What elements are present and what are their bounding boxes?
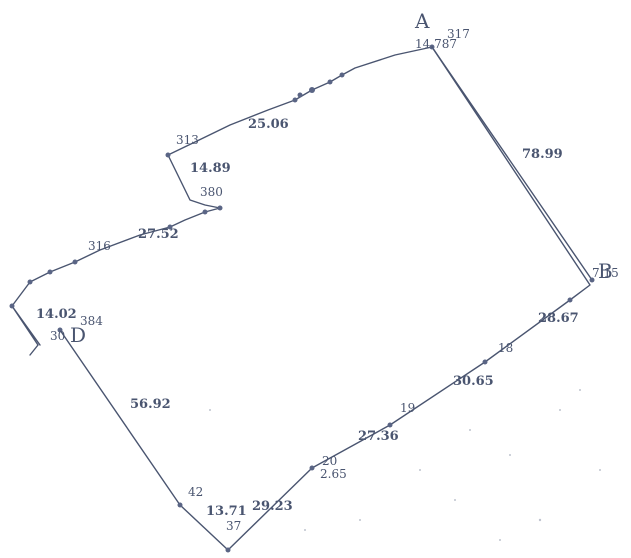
point-label-715: 7.15 <box>592 266 619 280</box>
point-label-384: 384 <box>80 314 103 328</box>
point-label-18: 18 <box>498 341 513 355</box>
edge-length-ab: 78.99 <box>522 147 563 162</box>
edge-length-north-2: 14.89 <box>190 161 231 176</box>
point-label-19: 19 <box>400 401 415 415</box>
edge-length-west: 56.92 <box>130 397 171 412</box>
edge-length-se-2: 27.36 <box>358 429 399 444</box>
point-label-313: 313 <box>176 133 199 147</box>
parcel-boundary-line <box>11 46 591 551</box>
point-label-317: 317 <box>447 27 470 41</box>
point-label-42: 42 <box>188 485 203 499</box>
survey-points <box>9 44 595 553</box>
point-label-30: 30 <box>50 329 65 343</box>
edge-length-sw-1: 13.71 <box>206 504 247 519</box>
point-label-37: 37 <box>226 519 241 533</box>
edge-length-north-4: 14.02 <box>36 307 77 322</box>
point-label-265: 2.65 <box>320 467 347 481</box>
edge-length-north-1: 25.06 <box>248 117 289 132</box>
edge-length-north-3: 27.52 <box>138 227 179 242</box>
corner-b-label: B <box>598 259 613 283</box>
point-label-14787: 14.787 <box>415 37 457 51</box>
point-label-316: 316 <box>88 239 111 253</box>
point-label-380: 380 <box>200 185 223 199</box>
edge-length-se-1: 29.23 <box>252 499 293 514</box>
point-label-20: 20 <box>322 454 337 468</box>
scan-noise <box>209 389 601 541</box>
edge-length-se-4: 28.67 <box>538 311 579 326</box>
corner-d-label: D <box>70 323 86 347</box>
corner-a-label: A <box>414 9 430 33</box>
ab-edge <box>431 46 593 281</box>
edge-length-se-3: 30.65 <box>453 374 494 389</box>
